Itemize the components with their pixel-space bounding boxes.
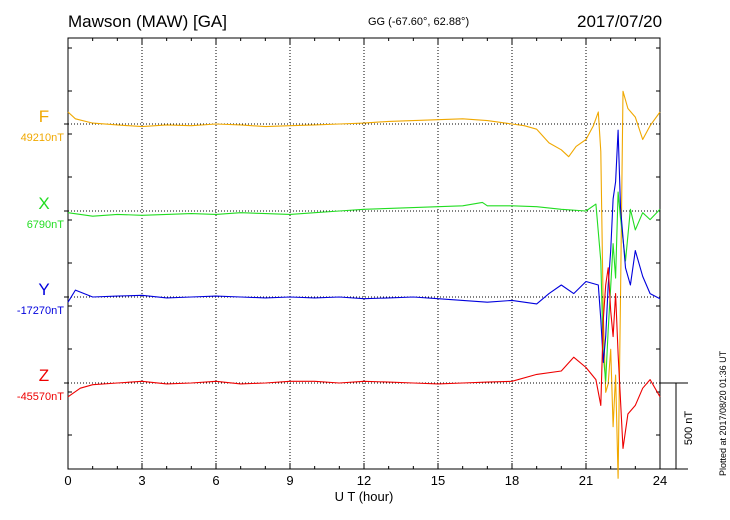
series-name-label: X xyxy=(38,194,49,213)
series-name-label: Y xyxy=(38,280,49,299)
series-line xyxy=(67,129,661,363)
x-tick-label: 6 xyxy=(212,473,219,488)
x-tick-label: 18 xyxy=(505,473,519,488)
geographic-coordinates: GG (-67.60°, 62.88°) xyxy=(368,16,470,28)
station-title: Mawson (MAW) [GA] xyxy=(68,12,227,31)
x-tick-label: 0 xyxy=(64,473,71,488)
x-tick-label: 9 xyxy=(286,473,293,488)
series-name-label: F xyxy=(39,107,49,126)
x-tick-label: 15 xyxy=(431,473,445,488)
x-tick-label: 12 xyxy=(357,473,371,488)
series-line xyxy=(67,191,661,382)
x-tick-label: 3 xyxy=(138,473,145,488)
series-baseline-label: -17270nT xyxy=(17,305,64,317)
scale-bar-label: 500 nT xyxy=(683,411,695,446)
x-tick-label: 21 xyxy=(579,473,593,488)
x-axis-label: U T (hour) xyxy=(335,489,394,504)
plot-date: 2017/07/20 xyxy=(577,12,663,31)
series-baseline-label: 6790nT xyxy=(27,219,65,231)
series-baseline-label: 49210nT xyxy=(21,132,65,144)
series-name-label: Z xyxy=(39,366,49,385)
series-baseline-label: -45570nT xyxy=(17,391,64,403)
series-line xyxy=(67,267,661,449)
x-tick-label: 24 xyxy=(653,473,667,488)
series-line xyxy=(67,90,661,479)
